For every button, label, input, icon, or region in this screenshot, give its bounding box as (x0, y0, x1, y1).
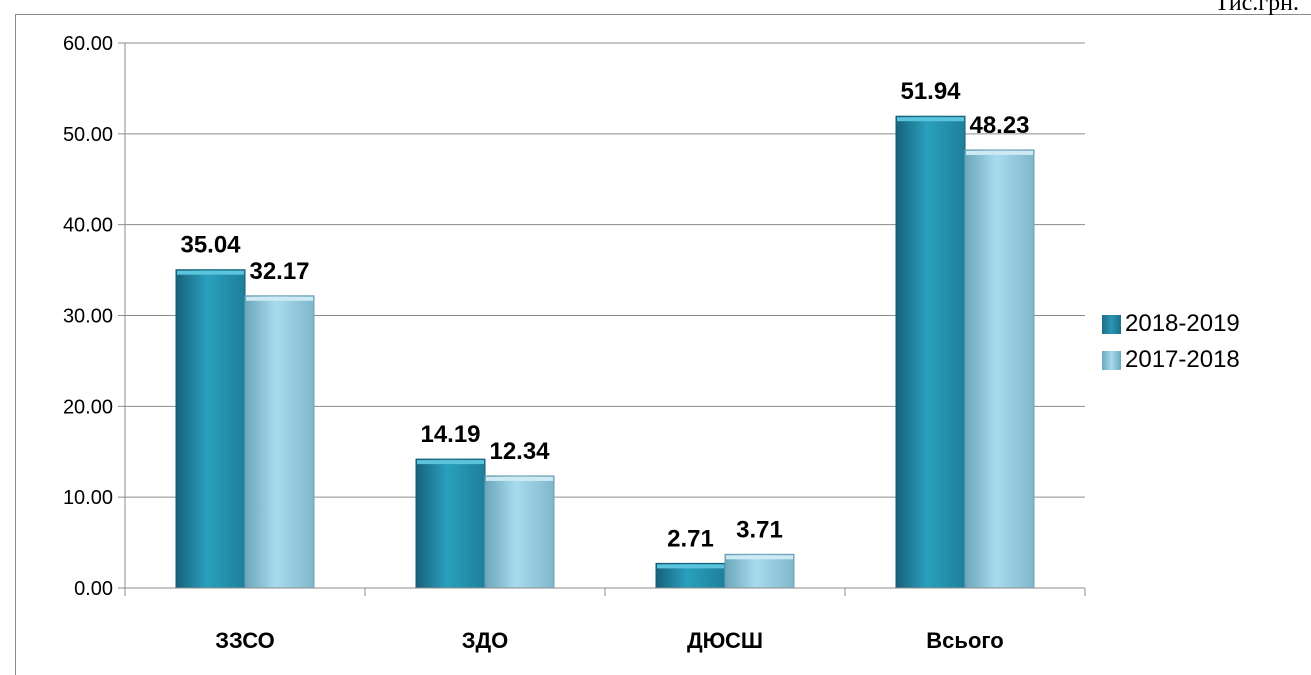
bar-cap-series-2 (246, 296, 313, 301)
legend-item-series-1: 2018-2019 (1102, 306, 1240, 342)
y-tick-label: 60.00 (63, 33, 113, 55)
legend-swatch-series-1 (1102, 314, 1121, 334)
data-label-series-2: 48.23 (969, 112, 1029, 139)
axes: 0.00 10.00 20.00 30.00 40.00 50.00 60.00 ЗЗСО ЗД… (63, 33, 1086, 653)
bar-cap-series-1 (657, 564, 724, 569)
data-label-series-1: 35.04 (180, 232, 241, 259)
x-category-label: ДЮСШ (687, 628, 763, 653)
data-label-series-2: 3.71 (736, 516, 783, 543)
data-labels: 35.04 32.17 14.19 12.34 2.71 3.71 51.94 48.23 (180, 78, 1029, 552)
bar-series-2 (724, 553, 795, 589)
legend-swatch-series-2 (1102, 350, 1121, 370)
bar-series-1 (895, 115, 966, 589)
bar-cap-series-1 (177, 270, 244, 275)
bar-series-2 (484, 475, 555, 589)
bars (175, 115, 1035, 589)
data-label-series-1: 14.19 (420, 421, 480, 448)
chart-frame (15, 14, 1311, 675)
x-category-label: Всього (926, 628, 1003, 653)
legend-item-series-2: 2017-2018 (1102, 342, 1240, 378)
x-category-label: ЗДО (462, 628, 509, 653)
y-tick-label: 40.00 (63, 215, 113, 237)
bar-series-2 (244, 295, 315, 589)
x-category-label: ЗЗСО (215, 628, 274, 653)
bar-cap-series-2 (486, 476, 553, 481)
bar-series-1 (415, 458, 486, 589)
bar-cap-series-2 (726, 555, 793, 560)
unit-note: Тис.грн. (1214, 0, 1299, 16)
y-tick-label: 20.00 (63, 396, 113, 418)
legend-label-series-2: 2017-2018 (1125, 346, 1240, 373)
data-label-series-2: 12.34 (489, 438, 550, 465)
y-tick-label: 10.00 (63, 487, 113, 509)
legend-label-series-1: 2018-2019 (1125, 310, 1240, 337)
y-tick-label: 50.00 (63, 124, 113, 146)
bar-cap-series-2 (966, 150, 1033, 155)
bar-cap-series-1 (417, 460, 484, 465)
bar-series-1 (175, 269, 246, 589)
y-tick-label: 30.00 (63, 306, 113, 328)
data-label-series-2: 32.17 (249, 258, 309, 285)
data-label-series-1: 51.94 (900, 78, 961, 105)
data-label-series-1: 2.71 (667, 525, 714, 552)
bar-series-2 (964, 149, 1035, 589)
bar-cap-series-1 (897, 117, 964, 122)
legend: 2018-2019 2017-2018 (1102, 306, 1240, 378)
y-tick-label: 0.00 (74, 578, 113, 600)
